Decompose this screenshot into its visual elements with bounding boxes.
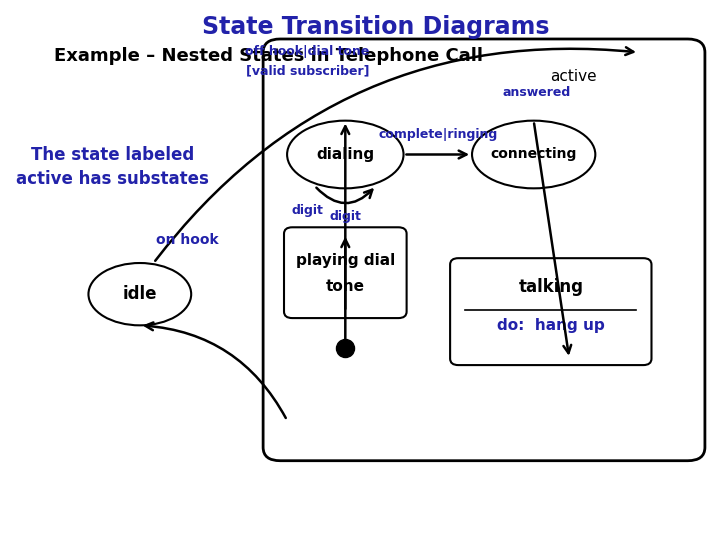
Text: active: active — [550, 69, 597, 84]
FancyBboxPatch shape — [450, 258, 652, 365]
FancyBboxPatch shape — [263, 39, 705, 461]
Text: connecting: connecting — [490, 147, 577, 161]
Text: playing dial: playing dial — [296, 253, 395, 268]
Text: digit: digit — [329, 210, 361, 223]
Text: dialing: dialing — [316, 147, 374, 162]
Text: idle: idle — [122, 285, 157, 303]
Text: answered: answered — [503, 86, 571, 99]
Ellipse shape — [89, 263, 192, 325]
Text: The state labeled
active has substates: The state labeled active has substates — [16, 146, 209, 188]
Text: talking: talking — [518, 278, 583, 296]
FancyBboxPatch shape — [284, 227, 407, 318]
Text: complete|ringing: complete|ringing — [378, 128, 498, 141]
Ellipse shape — [472, 120, 595, 188]
Text: [valid subscriber]: [valid subscriber] — [246, 65, 369, 78]
Text: State Transition Diagrams: State Transition Diagrams — [202, 15, 550, 39]
Ellipse shape — [287, 120, 403, 188]
Text: Example – Nested States in Telephone Call: Example – Nested States in Telephone Cal… — [54, 47, 483, 65]
Text: do:  hang up: do: hang up — [497, 318, 605, 333]
Text: digit: digit — [292, 204, 323, 217]
Text: off hook|dial tone: off hook|dial tone — [246, 45, 370, 58]
Text: on hook: on hook — [156, 233, 219, 247]
Text: tone: tone — [326, 279, 365, 294]
